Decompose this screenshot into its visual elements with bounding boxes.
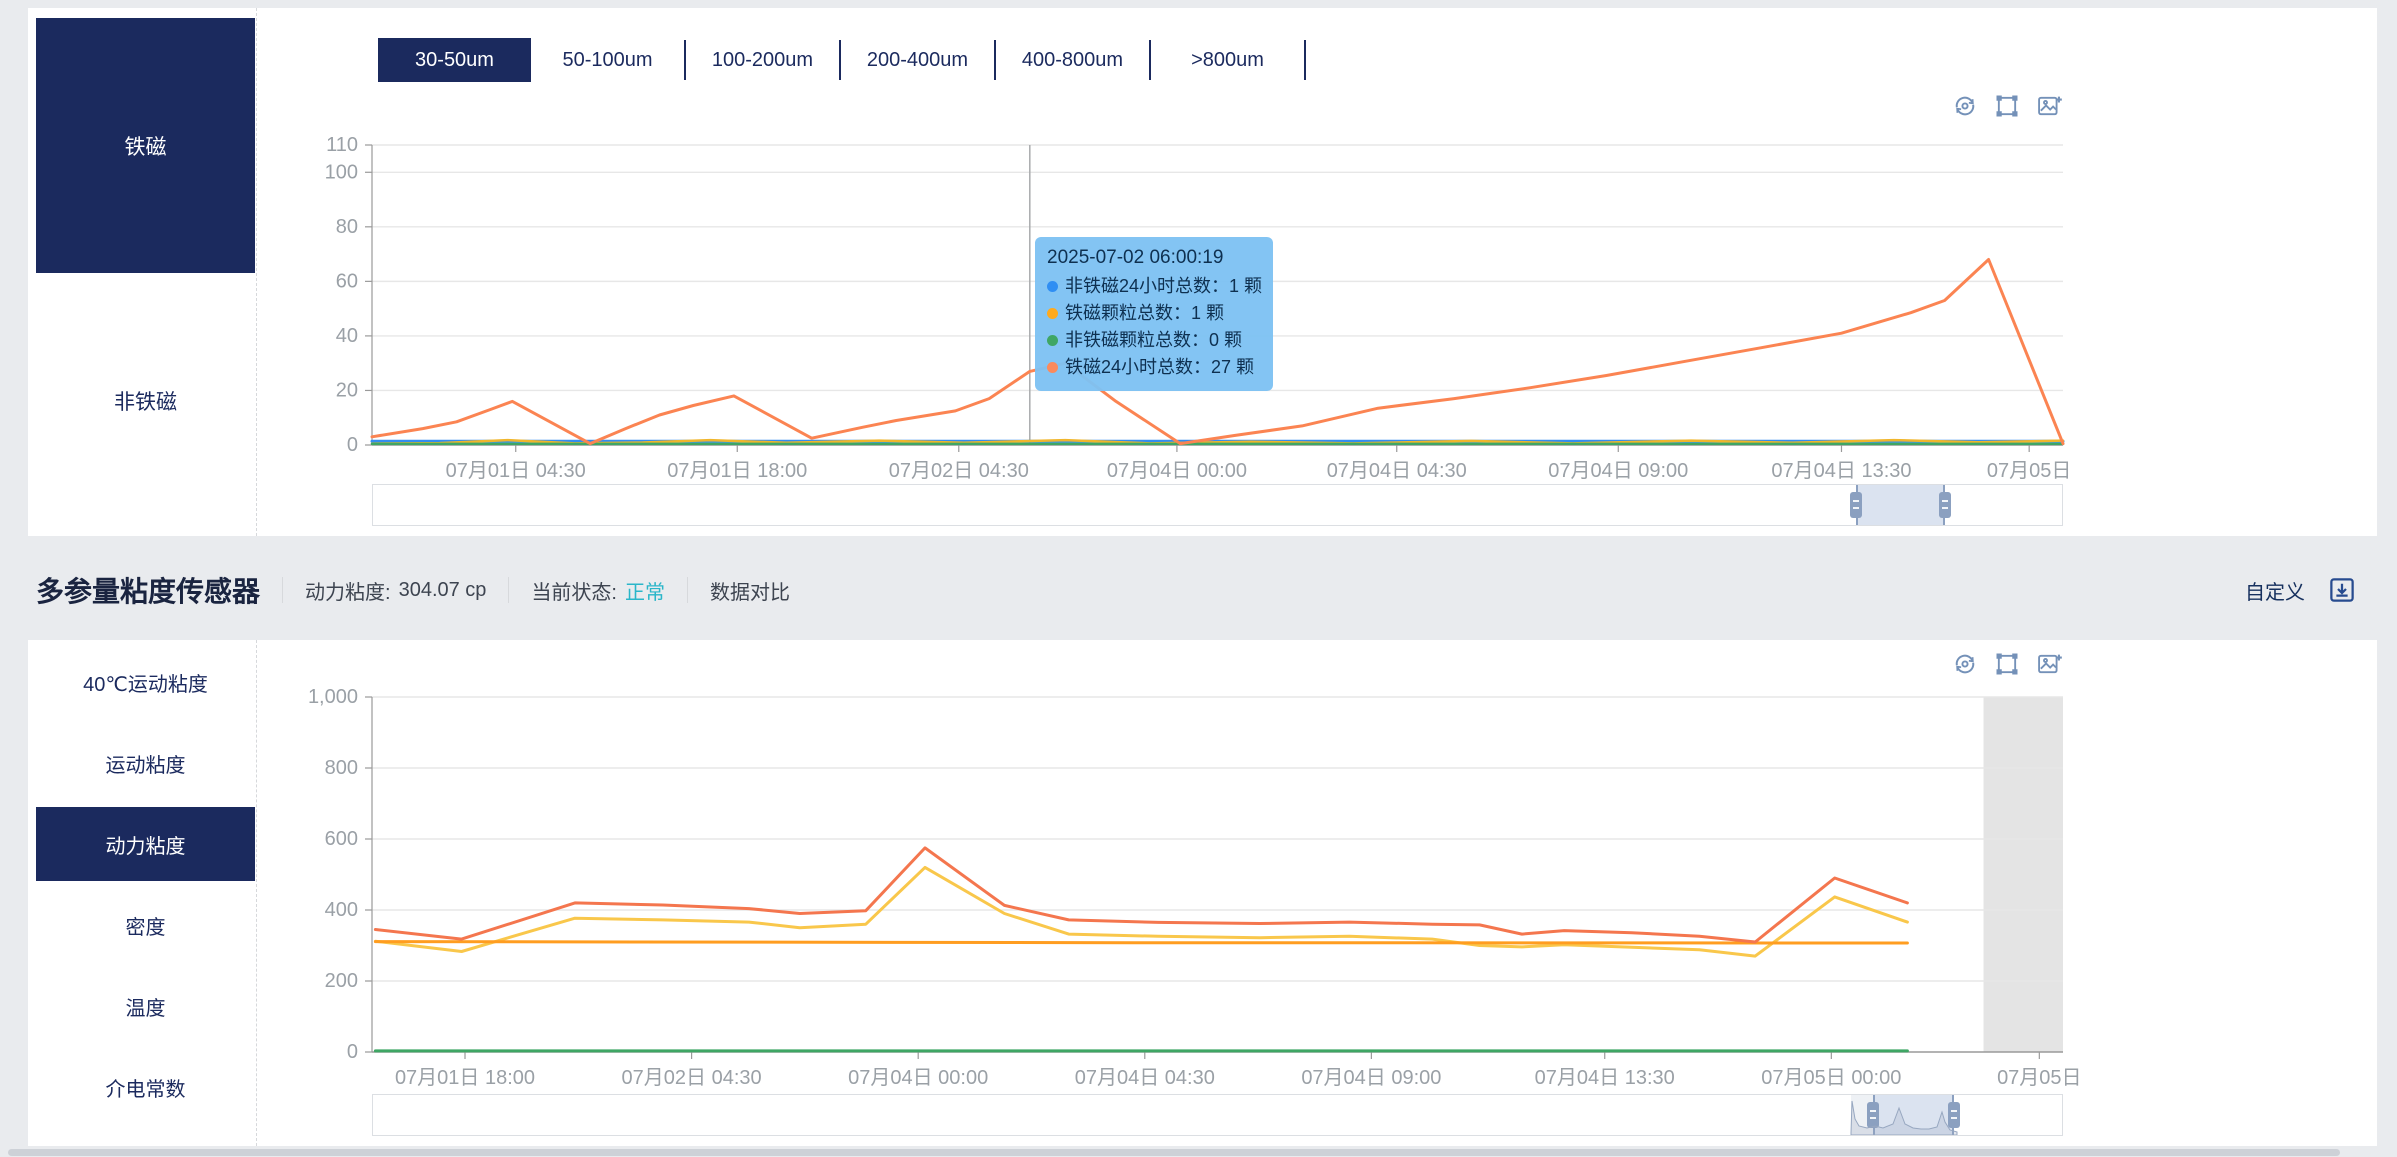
viscosity-panel: 40℃运动粘度 运动粘度动力粘度密度温度介电常数 xyxy=(28,640,2377,1146)
size-tab-3050um[interactable]: 30-50um xyxy=(378,38,531,82)
particle-size-tabs: 30-50um 50-100um 100-200um 200-400um 400-800… xyxy=(378,38,1306,82)
tooltip-series-item: 铁磁24小时总数：27 颗 xyxy=(1047,354,1261,381)
header-separator xyxy=(282,577,284,603)
size-tab-800um[interactable]: >800um xyxy=(1191,48,1264,71)
tooltip-series-text: 非铁磁颗粒总数：0 颗 xyxy=(1065,330,1243,350)
chart-tooltip: 2025-07-02 06:00:19 非铁磁24小时总数：1 颗铁磁颗粒总数：… xyxy=(1035,237,1273,391)
series-dot-icon xyxy=(1047,308,1058,319)
navigator-sparkline xyxy=(1850,1100,1958,1135)
navigator-selected-window[interactable] xyxy=(1855,485,1946,525)
tooltip-series-text: 非铁磁24小时总数：1 颗 xyxy=(1065,276,1263,296)
section-title: 多参量粘度传感器 xyxy=(36,576,261,607)
metric-value: 304.07 cp xyxy=(398,578,487,601)
header-right-group: 自定义 xyxy=(2245,575,2357,605)
side-tab-ferromagnetic[interactable]: 铁磁 xyxy=(36,18,255,273)
status-label: 当前状态: xyxy=(531,581,617,604)
navigator-right-handle[interactable] xyxy=(1947,1102,1960,1128)
viscosity-side-tab-1[interactable]: 运动粘度 xyxy=(105,754,186,777)
size-tab-50100um[interactable]: 50-100um xyxy=(562,48,653,71)
viscosity-chart-toolbox xyxy=(1951,650,2063,678)
size-tab-separator xyxy=(1304,40,1306,80)
restore-icon[interactable] xyxy=(1951,92,1979,120)
side-tab-non-ferromagnetic[interactable]: 非铁磁 xyxy=(114,390,177,414)
header-separator xyxy=(687,577,688,603)
restore-icon[interactable] xyxy=(1951,650,1979,678)
save-image-icon[interactable] xyxy=(2035,92,2063,120)
datazoom-select-icon[interactable] xyxy=(1993,650,2021,678)
viscosity-side-tab-4[interactable]: 温度 xyxy=(125,997,166,1020)
series-dot-icon xyxy=(1047,281,1058,292)
particle-datazoom-slider[interactable] xyxy=(372,484,2063,526)
size-tab-200400um[interactable]: 200-400um xyxy=(866,48,969,71)
data-compare-link[interactable]: 数据对比 xyxy=(710,581,790,604)
viscosity-section-header: 多参量粘度传感器 动力粘度: 304.07 cp 当前状态: 正常 数据对比 自… xyxy=(36,558,2357,622)
particle-chart-toolbox xyxy=(1951,92,2063,120)
size-tab-400800um[interactable]: 400-800um xyxy=(1021,48,1124,71)
tooltip-series-text: 铁磁24小时总数：27 颗 xyxy=(1065,357,1255,377)
tooltip-timestamp: 2025-07-02 06:00:19 xyxy=(1047,247,1224,268)
header-separator xyxy=(508,577,510,603)
metric-label: 动力粘度: xyxy=(305,581,391,604)
viscosity-side-tab-0[interactable]: 40℃运动粘度 xyxy=(83,673,208,696)
size-tab-100200um[interactable]: 100-200um xyxy=(711,48,814,71)
size-tab-separator xyxy=(994,40,996,80)
viscosity-datazoom-slider[interactable] xyxy=(372,1094,2063,1136)
tooltip-series-item: 非铁磁24小时总数：1 颗 xyxy=(1047,273,1263,300)
navigator-left-handle[interactable] xyxy=(1866,1102,1879,1128)
size-tab-separator xyxy=(1149,40,1151,80)
viscosity-side-tab-5[interactable]: 介电常数 xyxy=(105,1078,186,1101)
series-dot-icon xyxy=(1047,362,1058,373)
tooltip-series-item: 非铁磁颗粒总数：0 颗 xyxy=(1047,327,1261,354)
navigator-right-handle[interactable] xyxy=(1939,492,1952,518)
viscosity-side-tab-2[interactable]: 动力粘度 xyxy=(36,807,255,881)
size-tab-separator xyxy=(684,40,686,80)
horizontal-scrollbar[interactable] xyxy=(8,1149,2340,1156)
datazoom-select-icon[interactable] xyxy=(1993,92,2021,120)
tooltip-series-item: 铁磁颗粒总数：1 颗 xyxy=(1047,300,1261,327)
size-tab-separator xyxy=(839,40,841,80)
series-dot-icon xyxy=(1047,335,1058,346)
sidebar-divider xyxy=(256,8,257,536)
download-icon[interactable] xyxy=(2327,575,2357,605)
status-value: 正常 xyxy=(625,581,665,604)
sidebar-divider xyxy=(256,640,257,1146)
tooltip-series-text: 铁磁颗粒总数：1 颗 xyxy=(1065,303,1225,323)
viscosity-side-tab-3[interactable]: 密度 xyxy=(125,916,166,939)
save-image-icon[interactable] xyxy=(2035,650,2063,678)
navigator-left-handle[interactable] xyxy=(1849,492,1862,518)
custom-range-button[interactable]: 自定义 xyxy=(2245,581,2305,604)
